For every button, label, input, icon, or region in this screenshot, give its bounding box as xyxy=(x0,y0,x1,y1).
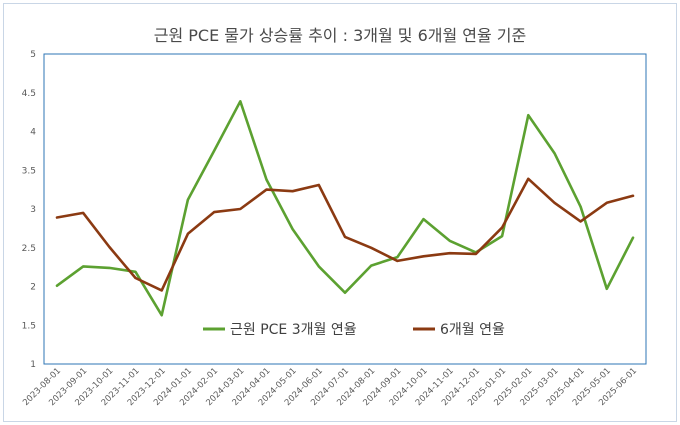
y-tick-label: 3.5 xyxy=(22,166,36,176)
y-tick-label: 1.5 xyxy=(22,321,36,331)
y-tick-label: 5 xyxy=(30,50,36,60)
y-tick-label: 4.5 xyxy=(22,89,36,99)
chart-frame xyxy=(3,3,677,422)
legend-label-2: 6개월 연율 xyxy=(440,322,505,338)
axes-layer: 11.522.533.544.552023-08-012023-09-01202… xyxy=(21,50,647,408)
y-tick-label: 1 xyxy=(30,360,36,370)
y-tick-label: 3 xyxy=(30,205,36,215)
plot-area-border xyxy=(43,53,647,365)
series-line-1 xyxy=(55,100,635,317)
y-tick-label: 2 xyxy=(30,283,36,293)
series-line-2 xyxy=(55,177,635,292)
legend: 근원 PCE 3개월 연율 6개월 연율 xyxy=(203,322,505,338)
y-tick-label: 4 xyxy=(30,128,36,138)
y-tick-label: 2.5 xyxy=(22,244,36,254)
legend-label-1: 근원 PCE 3개월 연율 xyxy=(230,322,357,338)
series-layer xyxy=(55,100,635,317)
chart-title: 근원 PCE 물가 상승률 추이 : 3개월 및 6개월 연율 기준 xyxy=(153,26,527,45)
